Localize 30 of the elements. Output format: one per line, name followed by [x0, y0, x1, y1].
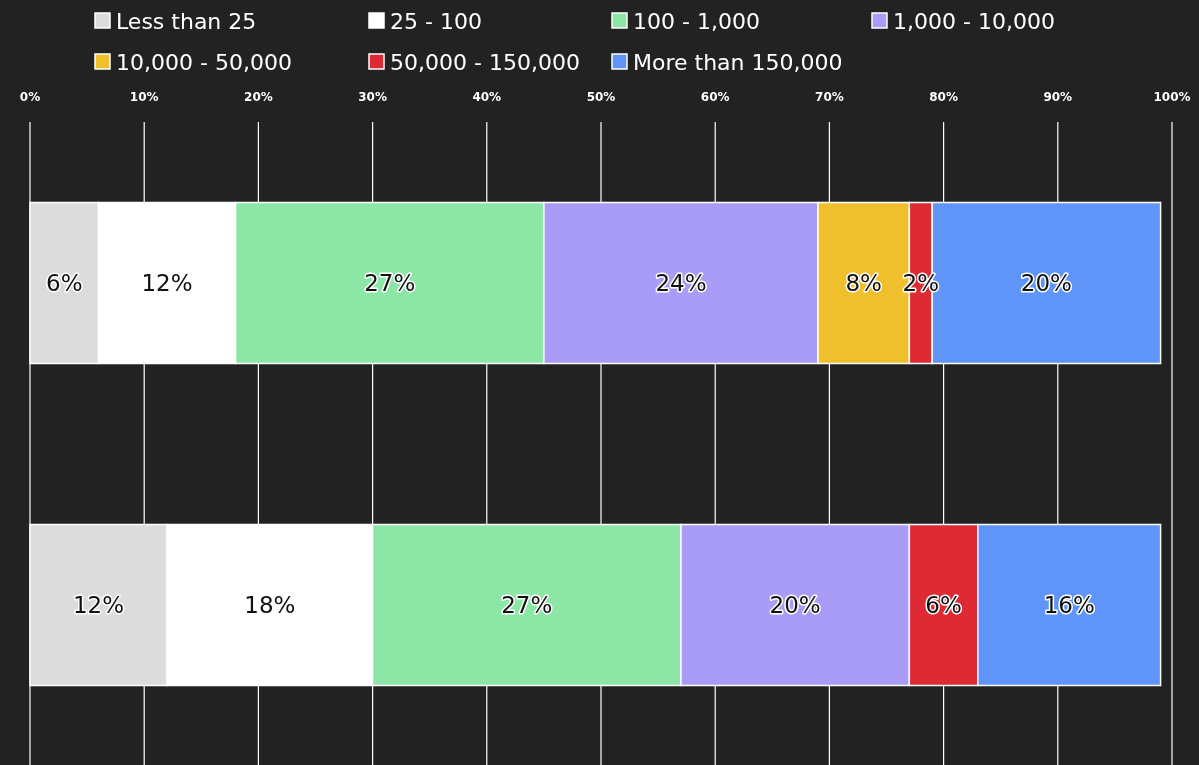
data-label: 12% [141, 270, 193, 296]
x-tick-label: 70% [815, 90, 844, 104]
x-tick-label: 100% [1153, 90, 1191, 104]
legend-label: 1,000 - 10,000 [893, 8, 1055, 34]
data-label: 18% [244, 592, 296, 618]
legend-label: 25 - 100 [390, 8, 482, 34]
data-label: 12% [72, 592, 125, 618]
x-tick-label: 30% [358, 90, 387, 104]
x-tick-label: 0% [19, 90, 41, 104]
x-tick-label: 10% [129, 90, 159, 104]
legend-label: Less than 25 [116, 8, 257, 34]
x-tick-label: 40% [472, 90, 502, 104]
data-label: 24% [655, 270, 707, 296]
x-tick-label: 90% [1043, 90, 1073, 104]
data-label: 6% [46, 270, 83, 296]
x-tick-label: 80% [929, 90, 958, 104]
data-label: 8% [845, 270, 882, 296]
legend-label: 50,000 - 150,000 [390, 49, 580, 75]
legend-label: More than 150,000 [633, 49, 843, 75]
legend-label: 100 - 1,000 [633, 8, 760, 34]
data-label: 27% [501, 592, 553, 618]
x-tick-label: 50% [586, 90, 616, 104]
data-label: 20% [769, 592, 821, 618]
data-label: 6% [925, 592, 962, 618]
legend-label: 10,000 - 50,000 [116, 49, 292, 75]
data-label: 27% [364, 270, 416, 296]
data-label: 16% [1043, 592, 1095, 618]
x-tick-label: 20% [244, 90, 273, 104]
x-tick-label: 60% [700, 90, 730, 104]
data-label: 20% [1020, 270, 1072, 296]
